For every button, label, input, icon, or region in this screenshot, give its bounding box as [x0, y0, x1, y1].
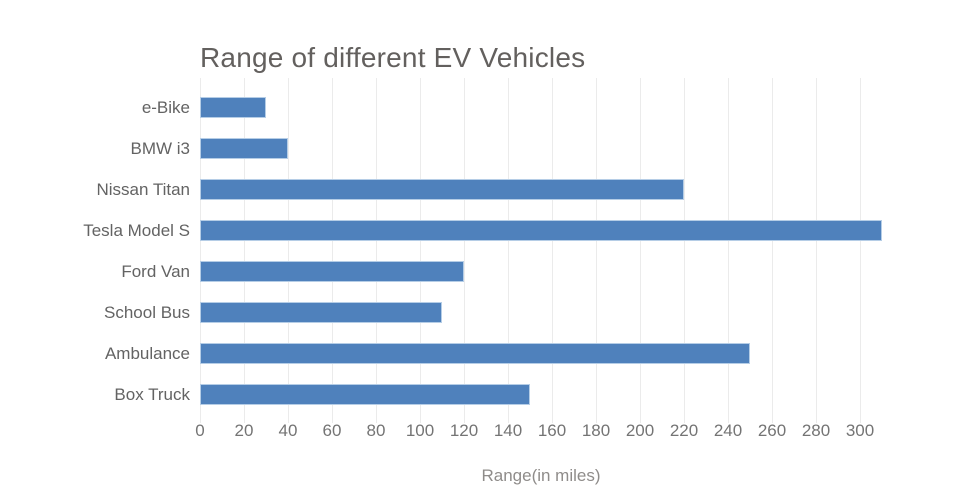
x-tick-label: 180	[581, 421, 611, 440]
gridline	[288, 78, 289, 423]
x-tick-label: 140	[493, 421, 523, 440]
x-tick-label: 120	[449, 421, 479, 440]
gridline	[772, 78, 773, 423]
y-axis-label: BMW i3	[130, 139, 191, 158]
gridline	[816, 78, 817, 423]
bar-e-bike	[200, 97, 266, 118]
x-axis-title: Range(in miles)	[481, 466, 601, 485]
chart-title: Range of different EV Vehicles	[200, 42, 586, 73]
x-tick-label: 100	[405, 421, 435, 440]
x-tick-label: 240	[713, 421, 743, 440]
x-tick-label: 280	[801, 421, 831, 440]
x-tick-label: 0	[195, 421, 205, 440]
gridline	[640, 78, 641, 423]
bar-tesla-model-s	[200, 220, 882, 241]
x-tick-label: 20	[234, 421, 254, 440]
bar-school-bus	[200, 302, 442, 323]
gridline	[508, 78, 509, 423]
x-tick-label: 260	[757, 421, 787, 440]
y-axis-label: Tesla Model S	[83, 221, 190, 240]
x-tick-label: 220	[669, 421, 699, 440]
x-tick-label: 80	[366, 421, 386, 440]
gridline	[376, 78, 377, 423]
bar-box-truck	[200, 384, 530, 405]
gridline	[552, 78, 553, 423]
y-axis-label: Box Truck	[114, 385, 190, 404]
y-axis-label: School Bus	[104, 303, 190, 322]
x-tick-label: 60	[322, 421, 342, 440]
gridline	[244, 78, 245, 423]
y-axis-label: Ford Van	[121, 262, 190, 281]
gridline	[860, 78, 861, 423]
bar-ford-van	[200, 261, 464, 282]
plot-area	[200, 78, 882, 423]
bar-ambulance	[200, 343, 750, 364]
bar-bmw-i3	[200, 138, 288, 159]
x-tick-label: 300	[845, 421, 875, 440]
gridline	[728, 78, 729, 423]
y-axis-labels: e-Bike BMW i3 Nissan Titan Tesla Model S For…	[0, 87, 190, 415]
x-tick-label: 160	[537, 421, 567, 440]
x-tick-label: 200	[625, 421, 655, 440]
gridline	[200, 78, 201, 423]
gridline	[684, 78, 685, 423]
y-axis-label: Nissan Titan	[96, 180, 190, 199]
gridline	[464, 78, 465, 423]
gridline	[596, 78, 597, 423]
x-tick-label: 40	[278, 421, 298, 440]
bar-nissan-titan	[200, 179, 684, 200]
gridline	[332, 78, 333, 423]
y-axis-label: Ambulance	[104, 344, 190, 363]
gridline	[420, 78, 421, 423]
y-axis-label: e-Bike	[141, 98, 190, 117]
